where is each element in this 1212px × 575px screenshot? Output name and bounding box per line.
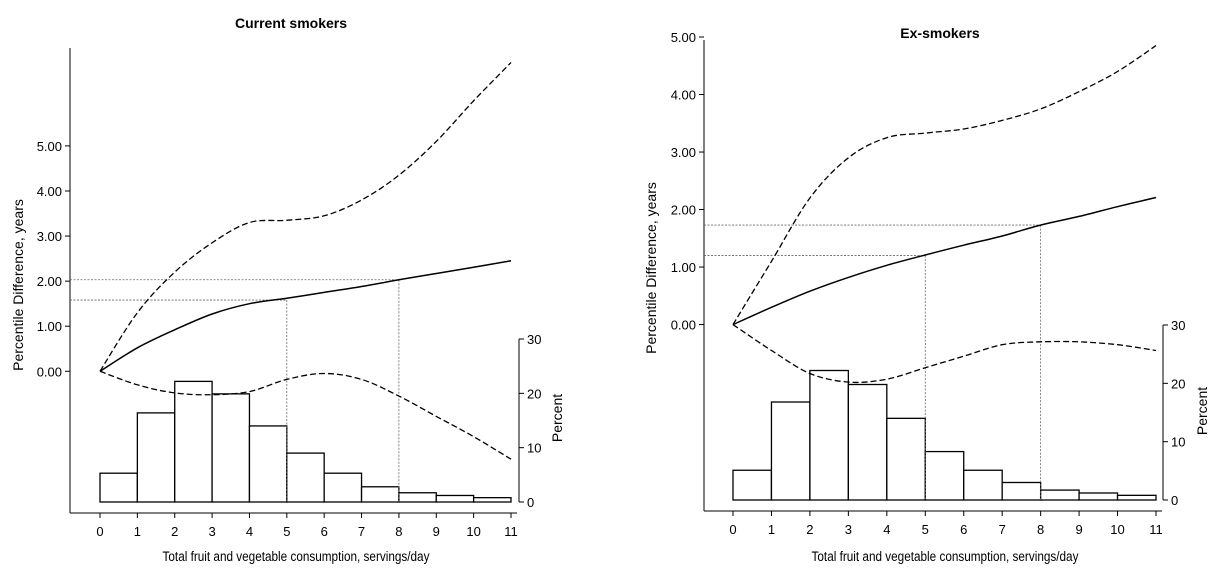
panel-1-y-tick-label: 1.00 (37, 319, 62, 334)
panel-1-x-tick-label: 5 (283, 524, 290, 539)
panel-2-x-tick-label: 10 (1110, 522, 1124, 537)
panel-2-y-tick-label: 0.00 (671, 318, 696, 333)
panel-2-x-tick-label: 4 (883, 522, 890, 537)
panel-1-y-tick-label: 0.00 (37, 364, 62, 379)
panel-1-histogram-bar (360, 486, 400, 503)
panel-1-x-tick-label: 1 (134, 524, 141, 539)
panel-2-y-axis-label: Percentile Difference, years (643, 182, 659, 354)
panel-1-histogram-bar (136, 412, 176, 503)
panel-2-x-tick-label: 6 (960, 522, 967, 537)
panel-1-histogram-bar (211, 393, 251, 503)
panel-2-y-tick-label: 3.00 (671, 145, 696, 160)
panel-2-x-tick-label: 7 (999, 522, 1006, 537)
panel-2-y-tick-label: 2.00 (671, 203, 696, 218)
panel-1-y2-tick-label: 20 (527, 386, 541, 401)
panel-1-chart-title: Current smokers (235, 15, 347, 31)
panel-1-x-tick-label: 9 (433, 524, 440, 539)
panel-2-y-tick-label: 4.00 (671, 88, 696, 103)
panel-1-x-tick-label: 0 (96, 524, 103, 539)
panel-2-histogram-bar (963, 469, 1003, 501)
panel-1-histogram-bar (286, 452, 325, 503)
panel-2-lower-ci-curve (732, 324, 1157, 384)
panel-1-histogram-bar (398, 492, 437, 503)
panel-2-histogram-bar (886, 417, 926, 501)
panel-1-y2-tick-label: 10 (527, 441, 541, 456)
panel-2-histogram-bar (1078, 492, 1119, 501)
panel-1-lower-ci-curve (99, 370, 512, 460)
panel-2-histogram-bar (1001, 481, 1042, 501)
panel-1-y2-axis-label: Percent (549, 394, 565, 442)
panel-1-histogram-bar (472, 497, 512, 503)
panel-1-y-tick-label: 5.00 (37, 139, 62, 154)
panel-2-x-tick-label: 0 (729, 522, 736, 537)
panel-2-y-tick-label: 1.00 (671, 260, 696, 275)
panel-2-x-tick-label: 8 (1037, 522, 1044, 537)
panel-2-estimate-curve (732, 196, 1157, 326)
panel-2-y-tick-label: 5.00 (671, 30, 696, 45)
panel-1-histogram-bar (174, 380, 213, 503)
panel-2-histogram-bar (732, 469, 773, 501)
panel-2-y2-axis-label: Percent (1194, 387, 1210, 435)
panel-1-histogram-bar (323, 472, 363, 503)
panel-2-histogram-bar (1039, 489, 1080, 501)
panel-1-y2-tick-label: 30 (527, 332, 541, 347)
panel-1-x-tick-label: 10 (466, 524, 480, 539)
panel-2-histogram-bar (809, 369, 850, 501)
panel-1-x-tick-label: 4 (246, 524, 253, 539)
panel-2-y2-tick-label: 30 (1171, 318, 1185, 333)
panel-1-y-tick-label: 3.00 (37, 229, 62, 244)
panel-2-x-tick-label: 2 (806, 522, 813, 537)
panel-1-y-axis-label: Percentile Difference, years (10, 199, 26, 371)
panel-2-chart-title: Ex-smokers (900, 25, 980, 41)
panel-1-x-tick-label: 6 (321, 524, 328, 539)
panel-1-histogram-bar (99, 472, 139, 503)
panel-2-histogram-bar (924, 450, 965, 501)
panel-2-x-tick-label: 9 (1075, 522, 1082, 537)
panel-2-y2-tick-label: 0 (1171, 493, 1178, 508)
panel-2-y2-tick-label: 20 (1171, 376, 1185, 391)
panel-1-x-axis-label: Total fruit and vegetable consumption, s… (163, 548, 430, 564)
panel-2-x-tick-label: 1 (768, 522, 775, 537)
panel-1-y2-tick-label: 0 (527, 495, 534, 510)
panel-2-histogram-bar (770, 401, 811, 501)
panel-1-x-tick-label: 8 (395, 524, 402, 539)
panel-1-upper-ci-curve (99, 62, 512, 372)
panel-2-x-axis-label: Total fruit and vegetable consumption, s… (812, 548, 1079, 564)
panel-1-x-tick-label: 11 (504, 524, 518, 539)
panel-1-x-tick-label: 7 (358, 524, 365, 539)
panel-1-y-tick-label: 2.00 (37, 274, 62, 289)
panel-2-x-tick-label: 5 (922, 522, 929, 537)
panel-1-x-tick-label: 2 (171, 524, 178, 539)
panel-1-x-tick-label: 3 (208, 524, 215, 539)
panel-1-histogram-bar (435, 494, 475, 503)
panel-2-histogram-bar (847, 383, 888, 501)
panel-1-histogram-bar (248, 425, 288, 503)
panel-2-x-tick-label: 3 (845, 522, 852, 537)
panel-1-estimate-curve (99, 260, 512, 372)
panel-2-x-tick-label: 11 (1149, 522, 1163, 537)
panel-2-histogram-bar (1116, 494, 1157, 501)
panel-2-upper-ci-curve (732, 45, 1157, 325)
panel-2-y2-tick-label: 10 (1171, 435, 1185, 450)
panel-1-y-tick-label: 4.00 (37, 184, 62, 199)
